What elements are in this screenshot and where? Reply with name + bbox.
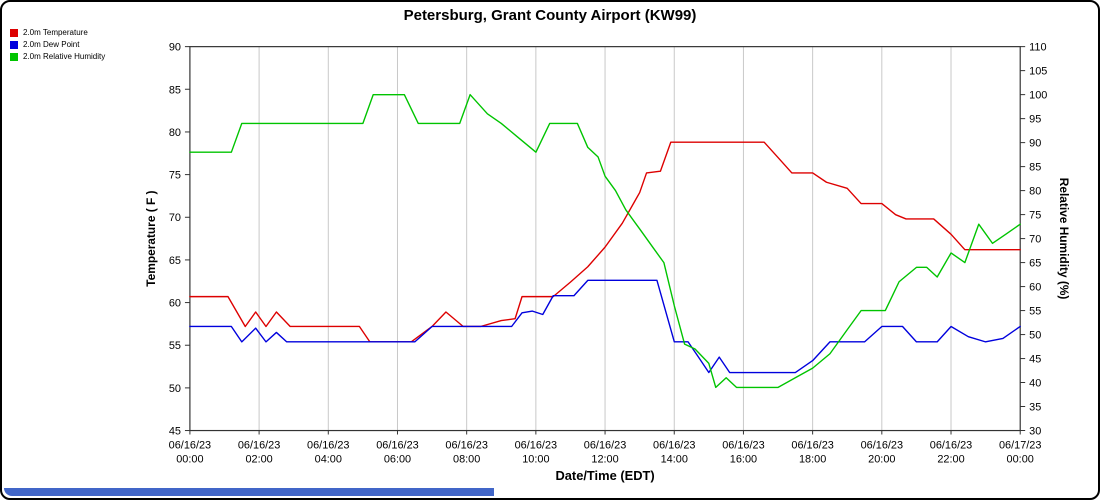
svg-text:00:00: 00:00 [176, 453, 203, 465]
svg-text:20:00: 20:00 [868, 453, 895, 465]
svg-text:105: 105 [1029, 66, 1047, 78]
svg-text:08:00: 08:00 [453, 453, 480, 465]
legend-item-dew-point: 2.0m Dew Point [10, 41, 105, 49]
svg-text:30: 30 [1029, 426, 1041, 438]
svg-text:80: 80 [169, 127, 181, 139]
svg-text:06/16/23: 06/16/23 [169, 439, 211, 451]
svg-text:Temperature ( F ): Temperature ( F ) [144, 190, 158, 286]
svg-text:70: 70 [1029, 234, 1041, 246]
svg-text:06/16/23: 06/16/23 [307, 439, 349, 451]
svg-text:18:00: 18:00 [799, 453, 826, 465]
temperature-series-swatch-icon [10, 29, 18, 37]
svg-text:75: 75 [169, 170, 181, 182]
svg-text:06/16/23: 06/16/23 [930, 439, 972, 451]
svg-text:60: 60 [169, 298, 181, 310]
legend-item-temperature: 2.0m Temperature [10, 29, 105, 37]
svg-text:06/16/23: 06/16/23 [791, 439, 833, 451]
legend: 2.0m Temperature 2.0m Dew Point 2.0m Rel… [10, 29, 105, 61]
svg-text:80: 80 [1029, 186, 1041, 198]
svg-text:45: 45 [1029, 354, 1041, 366]
svg-text:85: 85 [1029, 162, 1041, 174]
svg-text:50: 50 [1029, 330, 1041, 342]
svg-text:90: 90 [1029, 138, 1041, 150]
svg-text:06:00: 06:00 [384, 453, 411, 465]
svg-text:02:00: 02:00 [245, 453, 272, 465]
svg-text:110: 110 [1029, 42, 1046, 54]
svg-text:65: 65 [169, 255, 181, 267]
legend-item-relative-humidity: 2.0m Relative Humidity [10, 53, 105, 61]
svg-text:16:00: 16:00 [730, 453, 757, 465]
svg-text:10:00: 10:00 [522, 453, 549, 465]
svg-text:06/16/23: 06/16/23 [722, 439, 764, 451]
svg-text:35: 35 [1029, 402, 1041, 414]
svg-text:06/16/23: 06/16/23 [653, 439, 695, 451]
legend-label-dew-point: 2.0m Dew Point [23, 40, 80, 49]
svg-text:Relative Humidity (%): Relative Humidity (%) [1057, 178, 1071, 300]
svg-text:06/16/23: 06/16/23 [515, 439, 557, 451]
svg-text:04:00: 04:00 [315, 453, 342, 465]
svg-text:50: 50 [169, 383, 181, 395]
svg-text:55: 55 [1029, 306, 1041, 318]
bottom-scrollbar-thumb[interactable] [4, 488, 494, 496]
page-title: Petersburg, Grant County Airport (KW99) [403, 7, 697, 24]
svg-text:22:00: 22:00 [937, 453, 964, 465]
svg-text:90: 90 [169, 42, 181, 54]
svg-text:06/16/23: 06/16/23 [376, 439, 418, 451]
svg-text:00:00: 00:00 [1007, 453, 1034, 465]
legend-label-temperature: 2.0m Temperature [23, 28, 88, 37]
svg-text:14:00: 14:00 [661, 453, 688, 465]
dew-point-series-swatch-icon [10, 41, 18, 49]
svg-text:Date/Time (EDT): Date/Time (EDT) [555, 468, 654, 483]
svg-text:40: 40 [1029, 378, 1041, 390]
svg-text:95: 95 [1029, 114, 1041, 126]
svg-text:100: 100 [1029, 90, 1047, 102]
legend-label-relative-humidity: 2.0m Relative Humidity [23, 52, 106, 61]
svg-text:60: 60 [1029, 282, 1041, 294]
svg-text:06/16/23: 06/16/23 [861, 439, 903, 451]
svg-text:45: 45 [169, 426, 181, 438]
svg-text:06/16/23: 06/16/23 [238, 439, 280, 451]
svg-text:06/16/23: 06/16/23 [584, 439, 626, 451]
svg-text:12:00: 12:00 [591, 453, 618, 465]
svg-text:75: 75 [1029, 210, 1041, 222]
relative-humidity-series-swatch-icon [10, 53, 18, 61]
svg-text:06/17/23: 06/17/23 [999, 439, 1041, 451]
svg-text:85: 85 [169, 84, 181, 96]
svg-text:65: 65 [1029, 258, 1041, 270]
svg-text:70: 70 [169, 212, 181, 224]
svg-text:55: 55 [169, 340, 181, 352]
svg-text:06/16/23: 06/16/23 [445, 439, 487, 451]
